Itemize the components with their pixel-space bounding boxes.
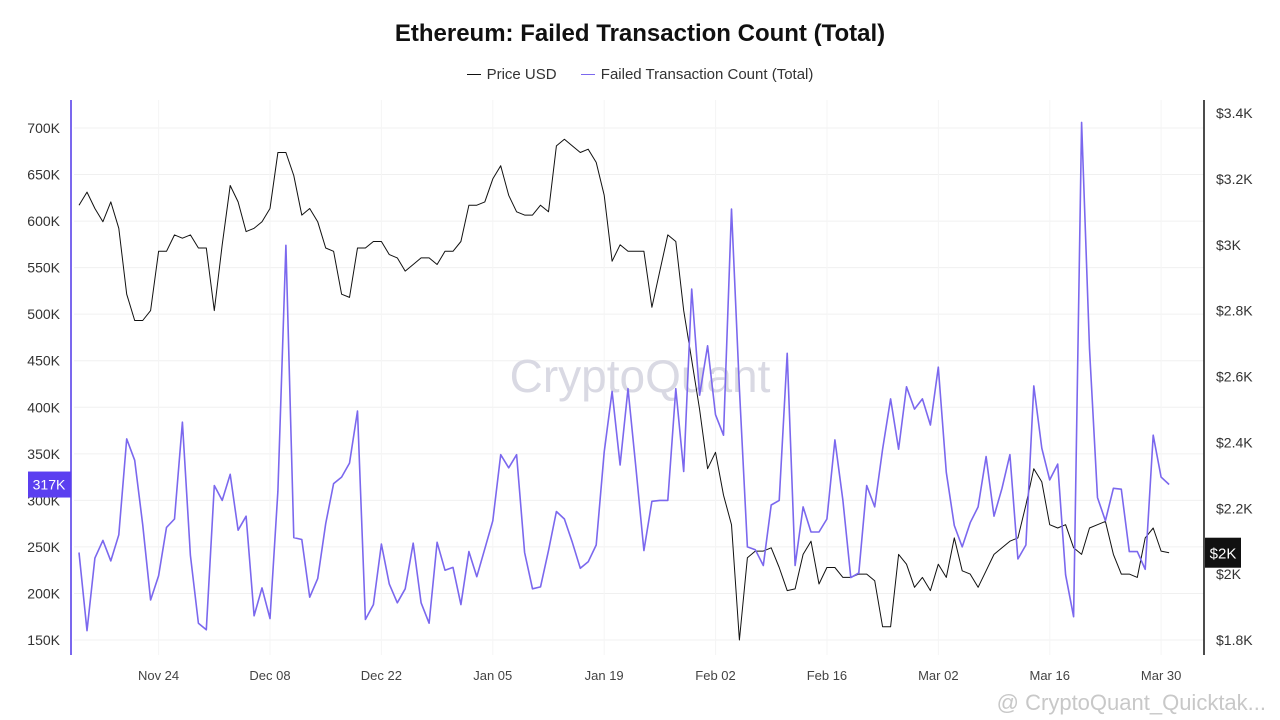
x-tick-label: Nov 24 — [138, 668, 179, 683]
current-value-label-right: $2K — [1210, 546, 1237, 563]
y-left-tick-label: 500K — [27, 306, 60, 322]
legend-swatch-price — [466, 74, 481, 75]
x-tick-label: Jan 05 — [473, 668, 512, 683]
y-right-tick-label: $2.6K — [1216, 369, 1253, 385]
series-lines — [78, 121, 1170, 641]
axes: 150K200K250K300K350K400K450K500K550K600K… — [27, 100, 1253, 683]
y-left-tick-label: 650K — [27, 167, 60, 183]
x-tick-label: Mar 02 — [918, 668, 958, 683]
chart-legend: Price USD Failed Transaction Count (Tota… — [0, 62, 1280, 83]
y-right-tick-label: $2.2K — [1216, 500, 1253, 516]
legend-label-failed-tx: Failed Transaction Count (Total) — [600, 66, 814, 83]
x-tick-label: Feb 02 — [695, 668, 735, 683]
series-line-price — [78, 138, 1170, 641]
y-left-tick-label: 450K — [27, 353, 60, 369]
y-left-tick-label: 400K — [27, 399, 60, 415]
y-right-tick-label: $3K — [1216, 237, 1242, 253]
x-tick-label: Dec 08 — [249, 668, 290, 683]
x-tick-label: Jan 19 — [585, 668, 624, 683]
current-value-badge-right — [1205, 537, 1241, 568]
y-left-tick-label: 700K — [27, 120, 60, 136]
y-right-tick-label: $2.8K — [1216, 303, 1253, 319]
y-right-tick-label: $1.8K — [1216, 632, 1253, 648]
y-right-tick-label: $3.4K — [1216, 105, 1253, 121]
y-left-tick-label: 600K — [27, 213, 60, 229]
x-tick-label: Dec 22 — [361, 668, 402, 683]
y-right-tick-label: $3.2K — [1216, 171, 1253, 187]
y-right-tick-label: $2.4K — [1216, 434, 1253, 450]
footer-credit: @ CryptoQuant_Quicktak... — [996, 690, 1266, 715]
chart-title: Ethereum: Failed Transaction Count (Tota… — [394, 20, 886, 47]
current-value-badges: 317K $2K — [28, 471, 1241, 568]
watermark: CryptoQuant — [510, 350, 771, 402]
x-tick-label: Mar 16 — [1029, 668, 1069, 683]
y-left-tick-label: 150K — [27, 632, 60, 648]
current-value-badge-left — [28, 471, 71, 498]
grid-lines — [74, 100, 1204, 655]
y-left-tick-label: 350K — [27, 446, 60, 462]
legend-swatch-failed-tx — [580, 74, 595, 75]
current-value-label-left: 317K — [33, 477, 66, 493]
y-left-tick-label: 200K — [27, 585, 60, 601]
legend-item-failed-tx[interactable]: Failed Transaction Count (Total) — [580, 66, 814, 83]
x-tick-label: Feb 16 — [807, 668, 847, 683]
series-line-failed-tx — [78, 121, 1170, 632]
x-tick-label: Mar 30 — [1141, 668, 1181, 683]
legend-item-price[interactable]: Price USD — [466, 66, 557, 83]
y-left-tick-label: 250K — [27, 539, 60, 555]
y-right-tick-label: $2K — [1216, 566, 1242, 582]
y-left-tick-label: 550K — [27, 260, 60, 276]
legend-label-price: Price USD — [486, 66, 557, 83]
